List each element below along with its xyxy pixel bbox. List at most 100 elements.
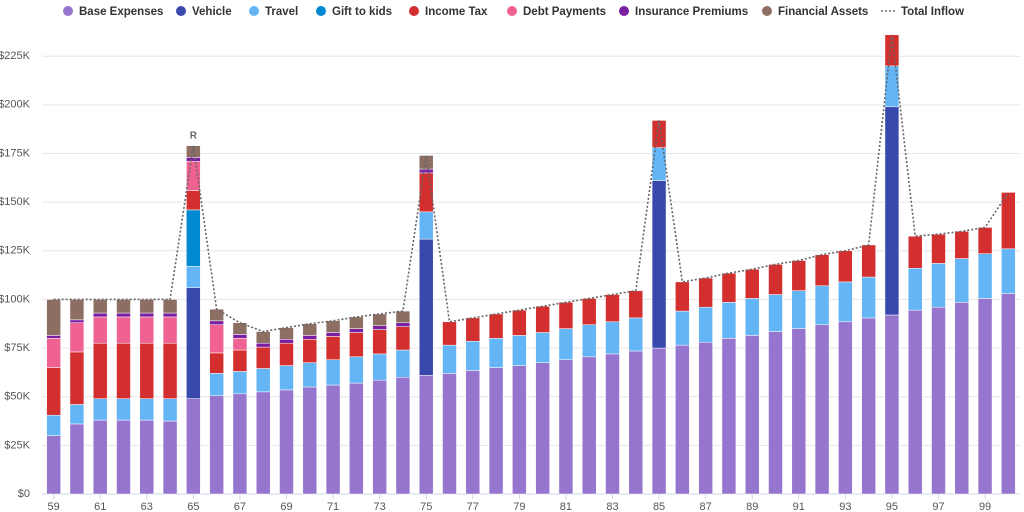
bar-segment <box>954 258 970 303</box>
bar-segment <box>139 342 155 399</box>
bar-segment <box>721 272 737 303</box>
bar-segment <box>325 320 341 333</box>
bar-segment <box>744 335 760 495</box>
bar-segment <box>861 244 876 278</box>
legend-marker <box>316 6 326 16</box>
bar-segment <box>651 347 667 495</box>
bar-segment <box>186 209 201 267</box>
bar-segment <box>488 313 504 339</box>
bar-segment <box>744 269 760 299</box>
bar-segment <box>325 332 341 337</box>
bar-segment <box>372 379 387 495</box>
annotation: R <box>190 130 198 141</box>
bar-segment <box>838 321 853 495</box>
bar-segment <box>628 317 644 352</box>
x-tick-label: 77 <box>467 501 479 512</box>
bar-segment <box>92 342 108 399</box>
bar-segment <box>255 342 271 348</box>
bar-segment <box>535 362 550 495</box>
bar-segment <box>884 314 900 495</box>
bar-segment <box>372 329 387 355</box>
legend-label: Vehicle <box>192 6 232 18</box>
bar-segment <box>977 298 993 495</box>
bar-segment <box>279 365 294 391</box>
bar-segment <box>1001 293 1016 495</box>
total-inflow-line <box>53 34 1010 333</box>
bar-segment <box>302 362 318 388</box>
bar-segment <box>325 336 341 360</box>
bar-segment <box>418 238 434 376</box>
bar-segment <box>861 317 876 495</box>
bar-segment <box>302 335 318 340</box>
bar-segment <box>232 349 248 372</box>
bar-segment <box>581 356 597 495</box>
x-tick-label: 79 <box>513 501 525 512</box>
bar-segment <box>791 290 807 329</box>
bar-segment <box>46 299 61 336</box>
bar-segment <box>92 312 108 318</box>
bar-segment <box>558 359 574 495</box>
x-tick-label: 83 <box>606 501 618 512</box>
bar-segment <box>186 157 201 162</box>
bar-segment <box>162 342 178 399</box>
legend-label: Total Inflow <box>901 6 964 18</box>
bar-segment <box>46 435 61 495</box>
y-tick-label: $200K <box>0 99 31 111</box>
bar-segment <box>116 419 131 495</box>
bar-segment <box>418 375 434 495</box>
bar-segment <box>861 276 876 319</box>
bar-segment <box>349 316 364 329</box>
x-tick-label: 89 <box>746 501 758 512</box>
bar-segment <box>139 316 155 344</box>
bar-segment <box>349 382 364 495</box>
bar-segment <box>675 281 690 312</box>
legend-marker <box>762 6 772 16</box>
bar-segment <box>46 367 61 416</box>
bar-segment <box>162 420 178 495</box>
bar-segment <box>232 393 248 495</box>
bar-segment <box>116 312 131 318</box>
bar-segment <box>465 341 481 371</box>
bar-segment <box>512 365 527 495</box>
bar-segment <box>558 302 574 329</box>
bar-segment <box>232 322 248 335</box>
x-tick-label: 81 <box>560 501 572 512</box>
bar-segment <box>186 287 201 399</box>
bar-segment <box>768 294 783 332</box>
bar-segment <box>698 341 713 495</box>
bar-segment <box>721 338 737 495</box>
bar-segment <box>92 398 108 421</box>
bar-segment <box>209 395 224 495</box>
bar-segment <box>372 325 387 330</box>
bar-segment <box>139 419 155 495</box>
legend-label: Insurance Premiums <box>635 6 748 18</box>
x-tick-label: 91 <box>793 501 805 512</box>
legend-marker <box>507 6 517 16</box>
bar-segment <box>279 389 294 495</box>
bar-segment <box>535 332 550 363</box>
x-tick-label: 73 <box>374 501 386 512</box>
bar-segment <box>232 334 248 339</box>
bar-segment <box>1001 192 1016 250</box>
bar-segment <box>372 353 387 381</box>
bar-segment <box>302 339 318 363</box>
bar-segment <box>302 386 318 495</box>
bar-segment <box>139 398 155 421</box>
bar-segment <box>1001 248 1016 294</box>
legend-marker <box>176 6 186 16</box>
x-tick-label: 97 <box>932 501 944 512</box>
bar-segment <box>977 253 993 299</box>
legend-label: Base Expenses <box>79 6 163 18</box>
bar-segment <box>418 211 434 240</box>
bar-segment <box>698 277 713 308</box>
bar-segment <box>186 398 201 495</box>
bar-segment <box>535 305 550 333</box>
bar-segment <box>349 328 364 333</box>
x-tick-label: 87 <box>700 501 712 512</box>
y-tick-label: $50K <box>4 391 30 403</box>
bar-segment <box>768 264 783 295</box>
x-tick-label: 67 <box>234 501 246 512</box>
bar-segment <box>232 371 248 395</box>
y-tick-label: $25K <box>4 439 30 451</box>
bar-segment <box>907 235 923 269</box>
